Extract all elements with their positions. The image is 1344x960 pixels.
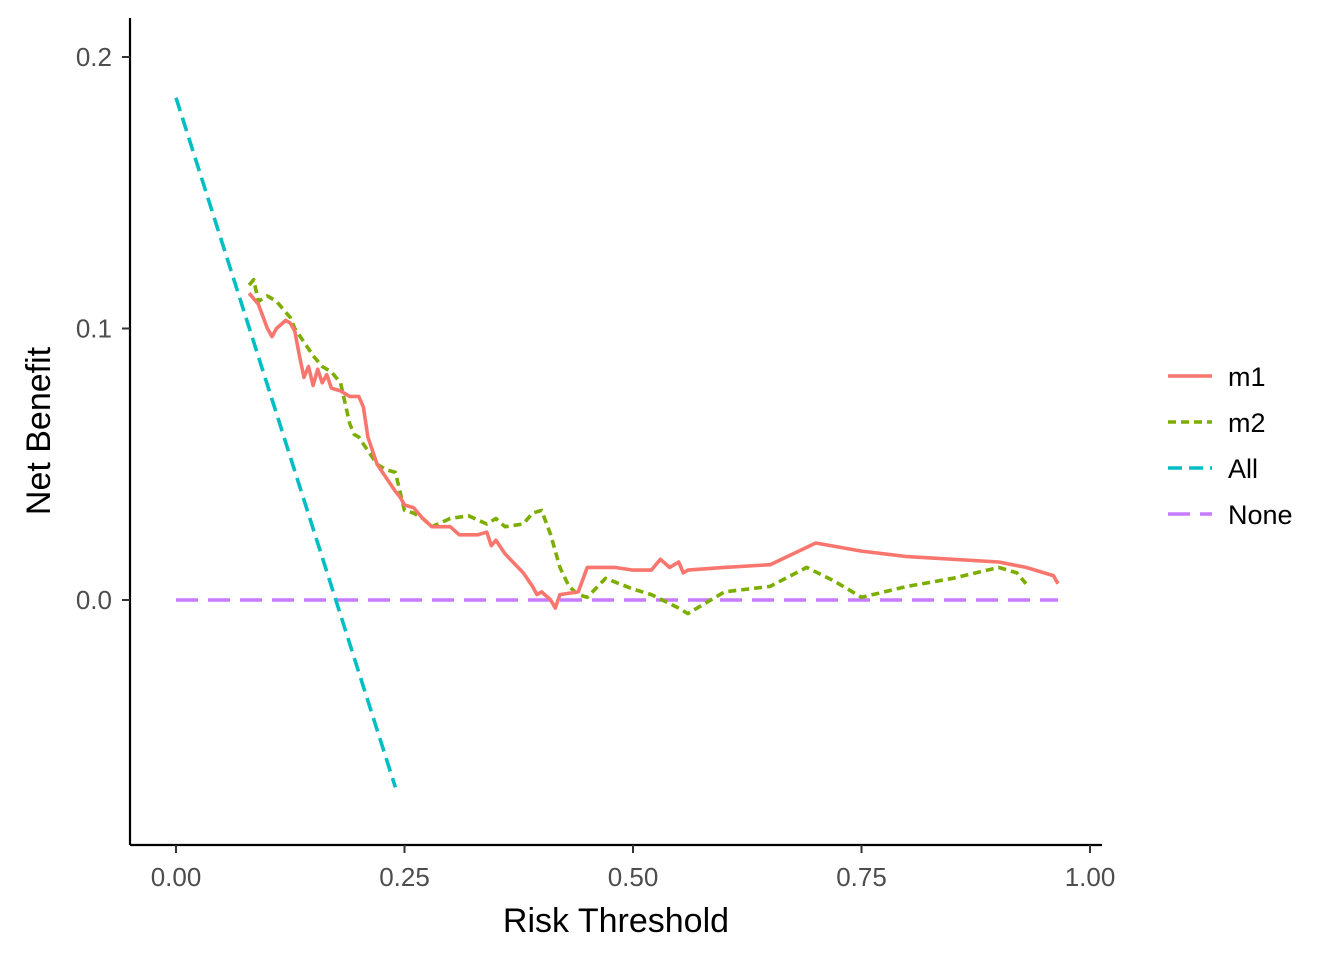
y-axis-title: Net Benefit	[20, 346, 58, 515]
legend-label-all: All	[1228, 454, 1258, 484]
y-tick-label: 0.2	[76, 42, 112, 72]
x-tick-label: 0.25	[379, 862, 430, 892]
x-tick-label: 0.50	[608, 862, 659, 892]
x-tick-label: 0.00	[151, 862, 202, 892]
legend: m1 m2 All None	[1168, 362, 1293, 530]
x-axis-ticks: 0.00 0.25 0.50 0.75 1.00	[151, 845, 1116, 892]
series-line-all	[174, 97, 398, 788]
y-tick-label: 0.0	[76, 585, 112, 615]
legend-label-m1: m1	[1228, 362, 1266, 392]
legend-label-none: None	[1228, 500, 1293, 530]
y-tick-label: 0.1	[76, 314, 112, 344]
x-axis-title: Risk Threshold	[503, 902, 729, 940]
legend-label-m2: m2	[1228, 408, 1266, 438]
series-line-m2	[247, 277, 1028, 616]
x-tick-label: 1.00	[1065, 862, 1116, 892]
y-axis-ticks: 0.0 0.1 0.2	[76, 42, 130, 615]
x-tick-label: 0.75	[836, 862, 887, 892]
series-layer	[174, 97, 1060, 788]
series-line-m1	[247, 292, 1060, 610]
